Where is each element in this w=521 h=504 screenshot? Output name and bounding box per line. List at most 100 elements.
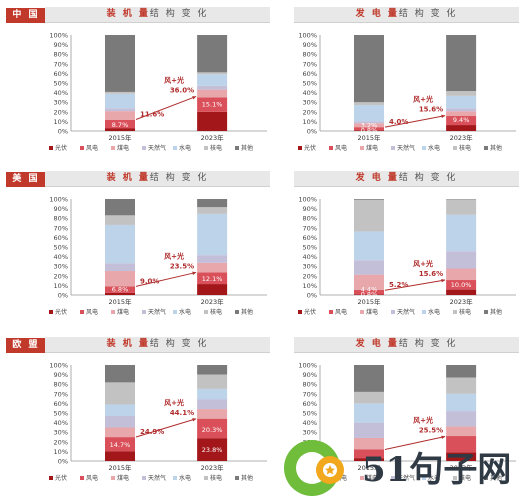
- data-label: 0.8%: [361, 291, 378, 299]
- legend-swatch: [329, 310, 333, 314]
- legend-label: 煤电: [117, 144, 129, 152]
- y-tick-label: 30%: [303, 263, 317, 271]
- bar-segment: [354, 200, 384, 232]
- bar-segment: [446, 377, 476, 393]
- bar-segment: [446, 394, 476, 411]
- data-label: 8.7%: [112, 121, 129, 129]
- legend-swatch: [360, 310, 364, 314]
- y-tick-label: 10%: [54, 282, 68, 290]
- legend-swatch: [142, 310, 146, 314]
- legend-label: 煤电: [117, 308, 129, 316]
- bar-segment: [446, 125, 476, 131]
- bar-segment: [446, 215, 476, 251]
- legend-swatch: [298, 146, 302, 150]
- bar-segment: [105, 35, 135, 92]
- y-tick-label: 90%: [54, 205, 68, 213]
- y-tick-label: 10%: [54, 448, 68, 456]
- legend-swatch: [111, 476, 115, 480]
- y-tick-label: 100%: [298, 196, 317, 204]
- legend-label: 核电: [210, 144, 222, 152]
- bar-segment: [105, 416, 135, 428]
- y-tick-label: 50%: [303, 244, 317, 252]
- y-tick-label: 20%: [54, 438, 68, 446]
- legend-label: 风电: [86, 308, 98, 316]
- bar-segment: [446, 269, 476, 281]
- chart-title: 装 机 量结 构 变 化: [45, 337, 270, 353]
- legend-label: 核电: [210, 308, 222, 316]
- legend-label: 其他: [490, 144, 502, 152]
- x-tick-label: 2015年: [108, 463, 132, 472]
- x-tick-label: 2023年: [201, 133, 225, 142]
- data-label: 0.8%: [361, 127, 378, 135]
- bar-segment: [197, 112, 227, 131]
- bar-segment: [197, 284, 227, 295]
- legend-label: 煤电: [117, 474, 129, 482]
- y-tick-label: 60%: [303, 400, 317, 408]
- y-tick-label: 70%: [303, 390, 317, 398]
- legend-swatch: [173, 476, 177, 480]
- y-tick-label: 30%: [54, 99, 68, 107]
- legend-swatch: [204, 310, 208, 314]
- legend-label: 煤电: [366, 308, 378, 316]
- legend-swatch: [204, 146, 208, 150]
- legend-swatch: [484, 310, 488, 314]
- trend-arrowhead: [441, 115, 445, 118]
- legend-swatch: [391, 146, 395, 150]
- legend-label: 水电: [428, 144, 440, 152]
- bar-segment: [354, 35, 384, 102]
- legend-swatch: [111, 310, 115, 314]
- y-tick-label: 60%: [54, 234, 68, 242]
- watermark-text: 51句子网: [362, 442, 511, 491]
- bar-segment: [446, 35, 476, 91]
- y-tick-label: 40%: [303, 419, 317, 427]
- bar-segment: [446, 96, 476, 108]
- legend-label: 天然气: [148, 474, 166, 482]
- y-tick-label: 60%: [303, 70, 317, 78]
- trend-end-label: 23.5%: [170, 262, 194, 270]
- wind-solar-annotation: 风+光: [413, 416, 433, 425]
- legend-label: 光伏: [304, 144, 316, 152]
- legend-swatch: [453, 146, 457, 150]
- trend-end-label: 15.6%: [419, 270, 443, 278]
- wind-solar-annotation: 风+光: [413, 95, 433, 104]
- bar-segment: [446, 108, 476, 111]
- legend-swatch: [453, 310, 457, 314]
- y-tick-label: 80%: [54, 381, 68, 389]
- y-tick-label: 40%: [54, 253, 68, 261]
- y-tick-label: 70%: [54, 60, 68, 68]
- region-tag-eu: 欧 盟: [6, 338, 46, 353]
- bar-segment: [105, 215, 135, 225]
- y-tick-label: 60%: [54, 400, 68, 408]
- bar-segment: [197, 199, 227, 207]
- bar-segment: [446, 411, 476, 426]
- bar-segment: [197, 74, 227, 86]
- wind-solar-annotation: 风+光: [164, 398, 184, 407]
- y-tick-label: 10%: [303, 118, 317, 126]
- y-tick-label: 50%: [54, 410, 68, 418]
- legend-label: 风电: [86, 474, 98, 482]
- wind-solar-annotation: 风+光: [164, 251, 184, 260]
- legend-swatch: [80, 476, 84, 480]
- data-label: 15.1%: [202, 101, 223, 109]
- y-tick-label: 20%: [54, 108, 68, 116]
- bar-segment: [197, 389, 227, 400]
- legend-label: 水电: [179, 308, 191, 316]
- y-tick-label: 90%: [303, 41, 317, 49]
- bar-segment: [354, 260, 384, 274]
- bar-segment: [197, 214, 227, 255]
- y-tick-label: 100%: [49, 196, 68, 204]
- legend-label: 其他: [241, 474, 253, 482]
- trend-end-label: 44.1%: [170, 409, 194, 417]
- legend-swatch: [173, 310, 177, 314]
- y-tick-label: 90%: [54, 41, 68, 49]
- legend-label: 其他: [241, 144, 253, 152]
- legend-swatch: [204, 476, 208, 480]
- bar-segment: [105, 111, 135, 120]
- y-tick-label: 60%: [54, 70, 68, 78]
- legend-label: 光伏: [55, 308, 67, 316]
- y-tick-label: 0%: [58, 292, 68, 300]
- wind-solar-annotation: 风+光: [413, 259, 433, 268]
- y-tick-label: 100%: [49, 362, 68, 370]
- bar-segment: [105, 365, 135, 382]
